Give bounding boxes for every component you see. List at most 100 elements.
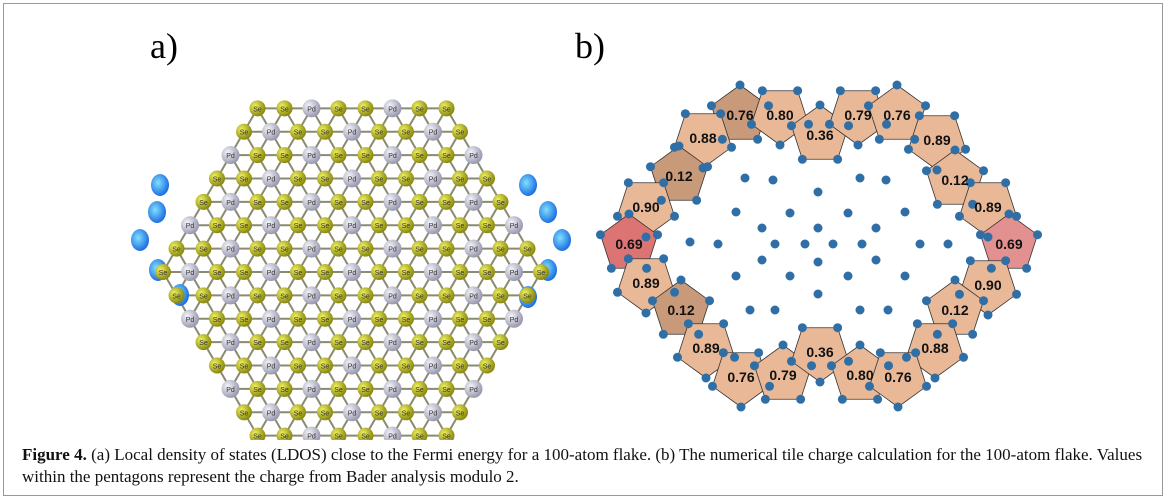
atom-label: Se <box>402 317 411 324</box>
atom-label: Se <box>294 317 303 324</box>
atom-label: Pd <box>267 410 276 417</box>
site <box>798 323 807 332</box>
atom-label: Pd <box>307 106 316 113</box>
atom-label: Pd <box>510 317 519 324</box>
page: a) b) SeSePdSeSePdSeSeSePdSeSePdSeSePdSe… <box>0 0 1168 501</box>
ldos-blob <box>131 229 149 251</box>
atom-label: Se <box>361 153 370 160</box>
atom-label: Pd <box>469 247 478 254</box>
atom-label: Pd <box>429 317 438 324</box>
atom-label: Pd <box>429 223 438 230</box>
atom-label: Se <box>456 317 465 324</box>
site <box>686 238 695 247</box>
site <box>884 306 893 315</box>
atom-label: Se <box>402 223 411 230</box>
site <box>793 86 802 95</box>
site <box>703 162 712 171</box>
site <box>1001 256 1010 265</box>
site <box>613 288 622 297</box>
atom-label: Se <box>253 340 262 347</box>
atom-label: Se <box>456 176 465 183</box>
site <box>681 109 690 118</box>
caption-label: Figure 4. <box>22 445 87 464</box>
site <box>979 166 988 175</box>
site <box>1005 210 1014 219</box>
site <box>829 240 838 249</box>
atom-label: Pd <box>388 387 397 394</box>
site <box>893 81 902 90</box>
atom-label: Se <box>375 223 384 230</box>
site <box>596 230 605 239</box>
atom-label: Pd <box>307 153 316 160</box>
ldos-blob <box>519 174 537 196</box>
atom-label: Pd <box>388 293 397 300</box>
atom-label: Se <box>213 364 222 371</box>
atom-label: Se <box>415 293 424 300</box>
site <box>624 178 633 187</box>
site <box>653 230 662 239</box>
atom-label: Pd <box>186 270 195 277</box>
site <box>642 233 651 242</box>
atom-label: Se <box>442 106 451 113</box>
atom-label: Se <box>240 270 249 277</box>
atom-label: Se <box>361 106 370 113</box>
atom-label: Se <box>294 130 303 137</box>
site <box>732 272 741 281</box>
atom-label: Pd <box>186 223 195 230</box>
atom-label: Se <box>321 410 330 417</box>
atom-label: Se <box>253 153 262 160</box>
atom-label: Se <box>321 364 330 371</box>
atom-label: Se <box>294 223 303 230</box>
site <box>814 188 823 197</box>
site <box>948 319 957 328</box>
atom-label: Pd <box>348 130 357 137</box>
atom-label: Se <box>240 176 249 183</box>
atom-label: Se <box>375 176 384 183</box>
atom-label: Se <box>240 130 249 137</box>
atom-label: Se <box>483 317 492 324</box>
atom-label: Pd <box>226 387 235 394</box>
atom-label: Se <box>496 247 505 254</box>
site <box>911 348 920 357</box>
site <box>719 348 728 357</box>
panel-label: b) <box>575 26 605 66</box>
atom-label: Se <box>483 364 492 371</box>
atom-label: Se <box>523 293 532 300</box>
tile-label: 0.80 <box>846 367 873 383</box>
tile-label: 0.76 <box>727 369 754 385</box>
atom-label: Se <box>334 340 343 347</box>
site <box>836 86 845 95</box>
atom-label: Pd <box>469 153 478 160</box>
atom-label: Se <box>442 293 451 300</box>
site <box>694 330 703 339</box>
atom-label: Se <box>496 293 505 300</box>
atom-label: Se <box>213 223 222 230</box>
tile-label: 0.76 <box>726 107 753 123</box>
atom-label: Se <box>442 340 451 347</box>
site <box>753 135 762 144</box>
atom-label: Pd <box>226 293 235 300</box>
site <box>966 256 975 265</box>
site <box>931 374 940 383</box>
atom-label: Se <box>172 247 181 254</box>
atom-label: Se <box>456 223 465 230</box>
atom-label: Se <box>240 364 249 371</box>
atom-label: Pd <box>469 293 478 300</box>
site <box>871 86 880 95</box>
atom-label: Se <box>280 387 289 394</box>
site <box>922 166 931 175</box>
atom-label: Pd <box>267 223 276 230</box>
ldos-blob <box>553 229 571 251</box>
atom-label: Se <box>402 176 411 183</box>
atom-label: Se <box>253 293 262 300</box>
site <box>865 382 874 391</box>
site <box>758 224 767 233</box>
atom-label: Se <box>442 387 451 394</box>
tile-label: 0.89 <box>974 199 1001 215</box>
site <box>951 146 960 155</box>
atom-label: Se <box>442 153 451 160</box>
tile-label: 0.80 <box>766 107 793 123</box>
site <box>915 111 924 120</box>
site <box>968 330 977 339</box>
site <box>692 196 701 205</box>
